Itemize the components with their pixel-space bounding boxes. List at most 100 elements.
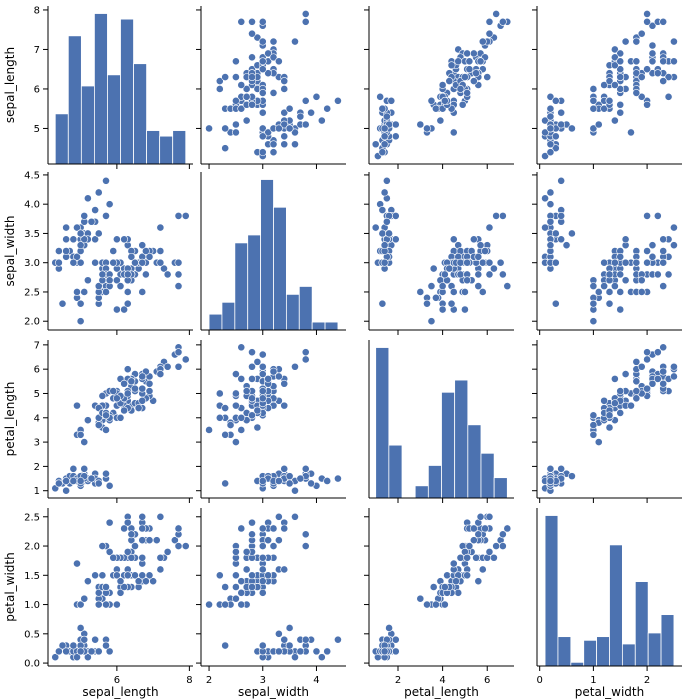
scatter-point [248,530,256,539]
scatter-point [551,132,560,141]
scatter-point [485,547,494,556]
scatter-point [83,276,92,285]
scatter-point [123,389,132,398]
scatter-points-sepal_width-vs-petal_length [371,176,512,326]
scatter-point [69,464,78,473]
scatter-point [102,426,110,434]
scatter-point [387,96,396,105]
scatter-point [253,406,262,415]
scatter-point [670,223,678,232]
scatter-point [62,647,71,656]
scatter-point [600,258,609,267]
scatter-point [616,387,625,395]
scatter-point [557,211,566,220]
scatter-point [648,57,657,66]
scatter-point [280,565,289,574]
scatter-point [242,547,251,556]
scatter-point [76,477,85,485]
scatter-point [248,411,256,420]
scatter-point [301,120,310,129]
scatter-point [483,73,492,81]
scatter-point [174,282,183,291]
scatter-point [557,235,566,244]
scatter-point [73,653,81,662]
x-axis-label-sepal_width: sepal_width [238,685,309,699]
scatter-point [391,635,400,644]
scatter-point [490,264,498,273]
scatter-point [307,108,315,117]
scatter-point [632,69,641,78]
scatter-point [80,438,89,446]
scatter-point [378,229,387,238]
x-tick-label-sepal_width: 2 [206,675,212,686]
scatter-point [109,553,118,562]
scatter-point [492,542,501,550]
scatter-point [120,235,129,244]
scatter-point [80,288,89,296]
scatter-point [280,464,289,473]
scatter-point [98,571,107,580]
hist-bar-sepal_length-9 [172,130,187,165]
scatter-point [138,571,147,580]
panel-sepal_length-vs-petal_length [364,6,514,169]
scatter-point [141,577,150,586]
scatter-point [438,81,447,89]
scatter-point [546,200,555,209]
y-tick-label-petal_length: 2 [34,462,40,473]
scatter-point [105,481,114,490]
scatter-point [616,65,625,74]
scatter-point [594,288,603,296]
scatter-point [378,148,387,157]
scatter-point [503,524,512,533]
x-tick-label-sepal_width: 3 [260,675,266,686]
scatter-point [600,396,609,405]
scatter-point [116,577,125,586]
scatter-point [323,104,332,113]
scatter-point [546,92,555,101]
scatter-point [478,37,487,46]
scatter-point [627,401,635,410]
scatter-point [478,565,487,574]
scatter-points-sepal_width-vs-petal_width [541,176,678,326]
scatter-point [269,542,278,550]
scatter-point [492,9,501,18]
scatter-point [105,276,114,285]
scatter-point [472,553,480,562]
scatter-point [416,120,425,129]
panel-sepal_length-vs-sepal_width [196,6,346,169]
scatter-point [456,85,465,93]
scatter-point [280,132,289,141]
scatter-point [237,577,246,586]
scatter-point [258,588,267,597]
scatter-point [62,477,71,485]
scatter-point [465,65,474,74]
scatter-point [156,512,165,521]
scatter-point [274,629,283,638]
scatter-point [258,108,267,117]
scatter-point [102,411,110,420]
scatter-point [94,188,103,197]
y-tick-label-sepal_length: 7 [34,45,40,56]
scatter-point [600,104,609,113]
scatter-point [91,235,100,244]
scatter-point [116,282,125,291]
scatter-point [391,647,400,656]
scatter-point [605,270,614,279]
hist-bar-sepal_length-0 [54,113,69,165]
scatter-point [498,530,507,539]
scatter-point [616,73,625,81]
scatter-point [269,524,278,533]
hist-bar-petal_width-4 [596,636,610,667]
scatter-point [116,588,125,597]
scatter-point [242,387,251,395]
x-tick-label-petal_width: 0 [536,675,542,686]
scatter-point [503,282,512,291]
scatter-point [440,583,449,591]
hist-bar-sepal_width-9 [324,321,339,331]
scatter-point [463,553,472,562]
scatter-point [371,223,380,232]
hist-bar-petal_width-2 [570,661,585,667]
panel-petal_length-vs-petal_width [532,340,682,503]
scatter-point [643,355,651,364]
scatter-point [174,362,183,371]
